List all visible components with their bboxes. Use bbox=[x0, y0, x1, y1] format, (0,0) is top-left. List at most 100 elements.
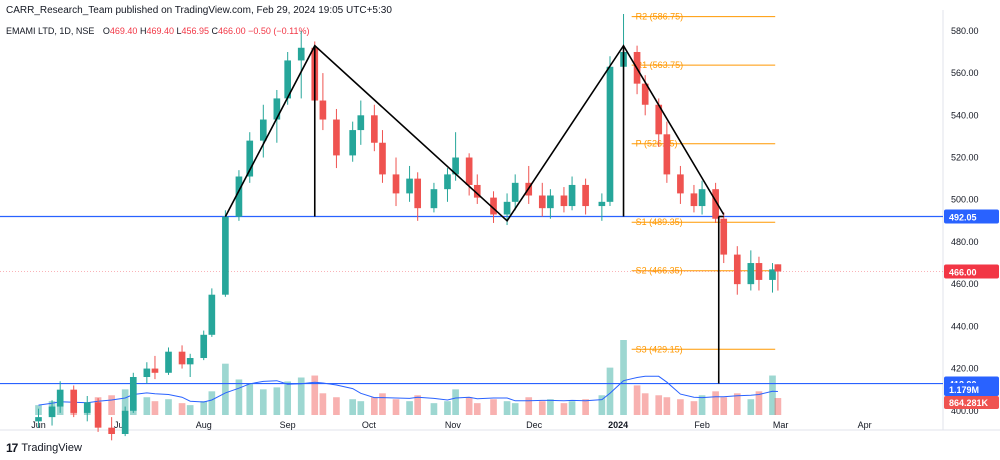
candle-body bbox=[273, 98, 281, 120]
candle-body bbox=[606, 66, 614, 202]
candle-body bbox=[663, 134, 671, 175]
y-tick-label: 580.00 bbox=[951, 26, 979, 36]
candle-body bbox=[208, 294, 216, 335]
candle-body bbox=[56, 389, 64, 407]
volume-bar bbox=[319, 393, 327, 415]
x-tick-label: Sep bbox=[280, 420, 296, 430]
close-value: 466.00 bbox=[218, 26, 246, 36]
volume-bar bbox=[379, 393, 386, 415]
candle-body bbox=[349, 130, 357, 156]
volume-bar bbox=[633, 385, 641, 415]
volume-bar bbox=[720, 397, 728, 415]
candle-body bbox=[35, 417, 42, 422]
volume-bar bbox=[598, 395, 606, 415]
y-tick-label: 400.00 bbox=[951, 406, 979, 416]
volume-bar bbox=[677, 399, 684, 415]
candle-body bbox=[392, 174, 400, 194]
volume-bar bbox=[108, 395, 115, 415]
volume-bar bbox=[452, 389, 459, 415]
volume-value-label: 864.281K bbox=[949, 398, 989, 408]
candle-body bbox=[598, 201, 606, 207]
candle-body bbox=[582, 184, 589, 207]
x-tick-label: 2024 bbox=[608, 420, 628, 430]
y-tick-label: 480.00 bbox=[951, 237, 979, 247]
pivot-level-label: R1 (563.75) bbox=[636, 60, 684, 70]
x-tick-label: Feb bbox=[694, 420, 710, 430]
volume-bar bbox=[547, 399, 554, 415]
x-tick-label: Aug bbox=[196, 420, 212, 430]
candle-body bbox=[641, 83, 649, 105]
volume-bar bbox=[641, 393, 649, 415]
pivot-level-label: S1 (489.35) bbox=[636, 217, 683, 227]
candle-body bbox=[568, 184, 576, 207]
volume-bar bbox=[165, 399, 172, 415]
candle-body bbox=[379, 142, 386, 175]
volume-bar bbox=[525, 397, 533, 415]
published-line: CARR_Research_Team published on TradingV… bbox=[6, 5, 392, 16]
symbol-legend: EMAMI LTD, 1D, NSE O469.40 H469.40 L456.… bbox=[6, 26, 309, 36]
volume-bar bbox=[235, 379, 243, 415]
tradingview-logo-icon: 17 bbox=[6, 441, 18, 455]
tradingview-brand[interactable]: 17 TradingView bbox=[6, 441, 82, 455]
double-top-pattern-line bbox=[224, 44, 725, 223]
volume-bar bbox=[490, 399, 497, 415]
candle-body bbox=[371, 115, 378, 143]
pivot-level-label: S2 (466.35) bbox=[636, 266, 683, 276]
candle-body bbox=[143, 368, 151, 378]
volume-bar bbox=[246, 383, 254, 415]
volume-bar bbox=[392, 399, 400, 415]
y-tick-label: 420.00 bbox=[951, 364, 979, 374]
candle-body bbox=[769, 269, 776, 280]
x-tick-label: Nov bbox=[445, 420, 462, 430]
x-tick-label: Apr bbox=[858, 420, 872, 430]
y-tick-label: 460.00 bbox=[951, 279, 979, 289]
candle-body bbox=[774, 264, 782, 272]
candle-body bbox=[48, 406, 56, 418]
volume-bar bbox=[406, 401, 413, 415]
volume-bar bbox=[200, 401, 208, 415]
candle-body bbox=[733, 254, 741, 285]
volume-bar bbox=[747, 399, 755, 415]
candle-body bbox=[222, 216, 229, 295]
candle-body bbox=[655, 104, 663, 135]
candle-body bbox=[511, 182, 519, 202]
volume-value-label: 1.179M bbox=[949, 385, 979, 395]
volume-bar bbox=[582, 399, 589, 415]
y-tick-label: 500.00 bbox=[951, 195, 979, 205]
candle-body bbox=[108, 427, 115, 434]
volume-bar bbox=[560, 403, 568, 415]
volume-bar bbox=[222, 363, 229, 415]
y-tick-label: 440.00 bbox=[951, 321, 979, 331]
candle-body bbox=[430, 189, 438, 209]
volume-bar bbox=[143, 397, 151, 415]
volume-bar bbox=[357, 401, 365, 415]
support-price-tag bbox=[944, 209, 999, 224]
candle-body bbox=[747, 263, 755, 285]
volume-bar bbox=[349, 399, 357, 415]
volume-bar bbox=[503, 401, 511, 415]
candle-body bbox=[297, 47, 305, 61]
pivot-level-label: P (526.55) bbox=[636, 139, 678, 149]
candle-body bbox=[720, 218, 728, 255]
last-price-label: 466.00 bbox=[949, 267, 977, 277]
candle-body bbox=[560, 195, 568, 207]
candle-body bbox=[284, 60, 292, 99]
support-price-label: 492.05 bbox=[949, 213, 977, 223]
candle-body bbox=[259, 119, 267, 141]
volume-bar bbox=[606, 367, 614, 415]
candle-body bbox=[129, 377, 137, 411]
high-value: 469.40 bbox=[146, 26, 174, 36]
pivot-level-label: S3 (429.15) bbox=[636, 344, 683, 354]
candle-body bbox=[246, 140, 254, 177]
candle-body bbox=[712, 189, 719, 219]
symbol-name[interactable]: EMAMI LTD, 1D, NSE bbox=[6, 26, 95, 36]
open-value: 469.40 bbox=[109, 26, 138, 36]
candle-body bbox=[490, 197, 497, 215]
candle-body bbox=[151, 368, 159, 373]
candle-body bbox=[186, 358, 194, 365]
volume-bar bbox=[414, 395, 422, 415]
open-label: O bbox=[102, 26, 110, 36]
volume-value-tag bbox=[944, 383, 999, 396]
candle-body bbox=[94, 402, 102, 428]
